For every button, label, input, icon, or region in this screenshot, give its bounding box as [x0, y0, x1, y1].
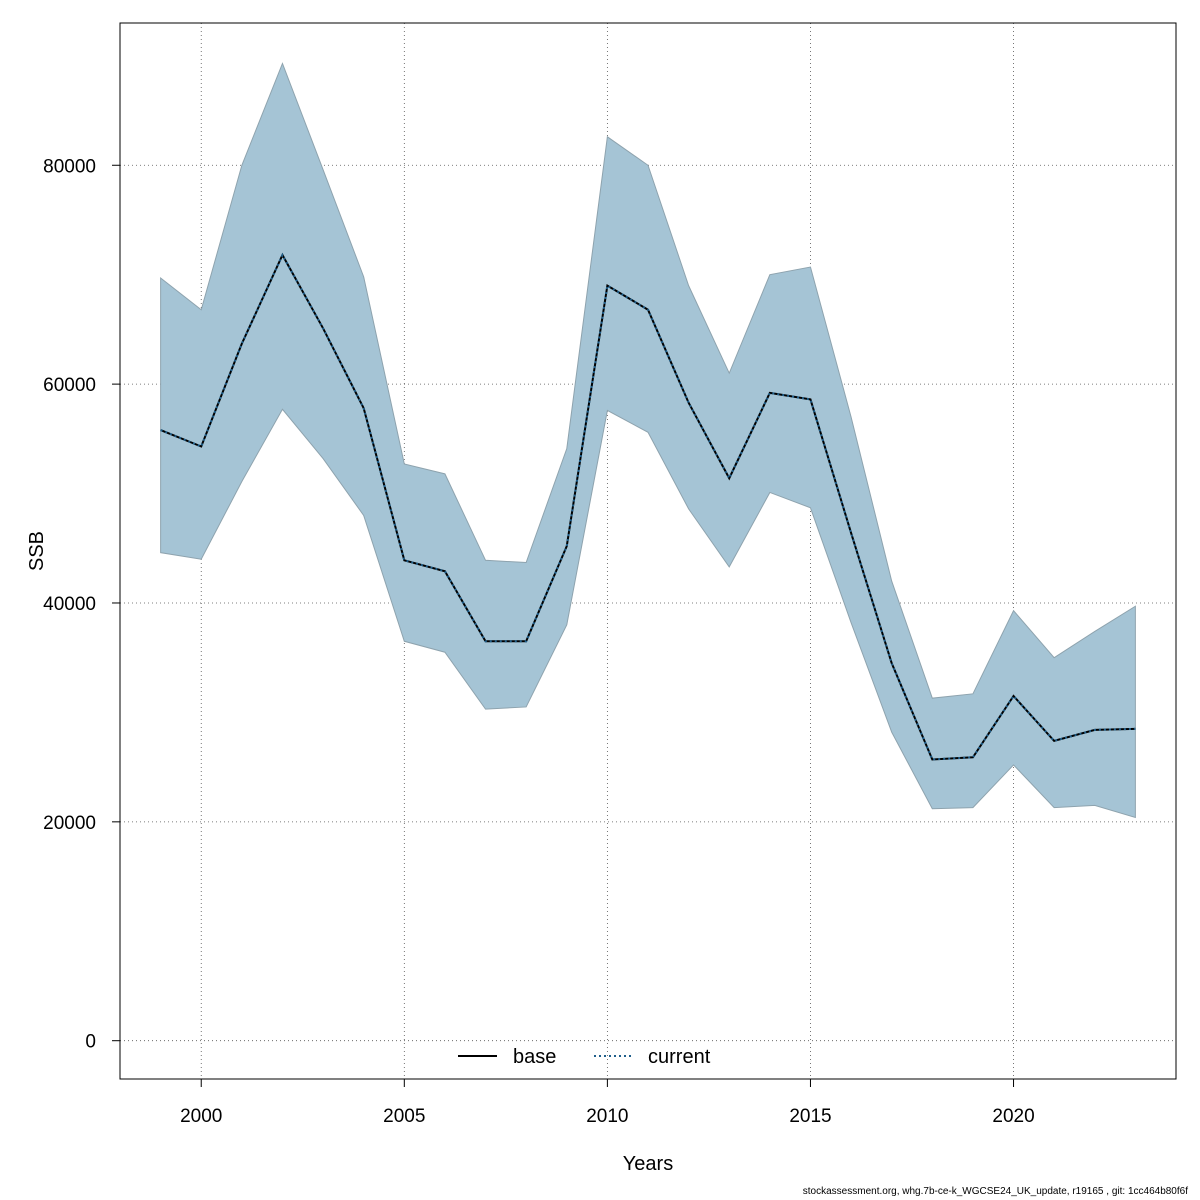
series-lines	[160, 252, 1136, 761]
plot-frame	[119, 22, 1177, 1080]
legend: base current	[458, 1046, 711, 1068]
x-tick-label-2020: 2020	[992, 1106, 1034, 1127]
y-tick-label-0: 0	[85, 1032, 96, 1053]
series-line-current	[160, 252, 1136, 761]
legend-current-label: current	[648, 1046, 711, 1068]
confidence-band-area	[160, 62, 1136, 819]
x-tick-label-2005: 2005	[383, 1106, 425, 1127]
y-axis-title: SSB	[26, 531, 48, 571]
y-tick-label-40000: 40000	[43, 594, 96, 615]
y-tick-label-20000: 20000	[43, 813, 96, 834]
x-tick-label-2000: 2000	[180, 1106, 222, 1127]
legend-base-label: base	[513, 1046, 556, 1068]
footer-note: stockassessment.org, whg.7b-ce-k_WGCSE24…	[802, 1186, 1188, 1197]
x-tick-label-2010: 2010	[586, 1106, 628, 1127]
confidence-band	[160, 62, 1136, 819]
y-axis: 0 20000 40000 60000 80000	[43, 156, 120, 1053]
x-tick-label-2015: 2015	[789, 1106, 831, 1127]
x-axis-title: Years	[623, 1153, 673, 1175]
y-tick-label-60000: 60000	[43, 375, 96, 396]
x-axis: 2000 2005 2010 2015 2020	[180, 1079, 1035, 1127]
y-tick-label-80000: 80000	[43, 156, 96, 177]
